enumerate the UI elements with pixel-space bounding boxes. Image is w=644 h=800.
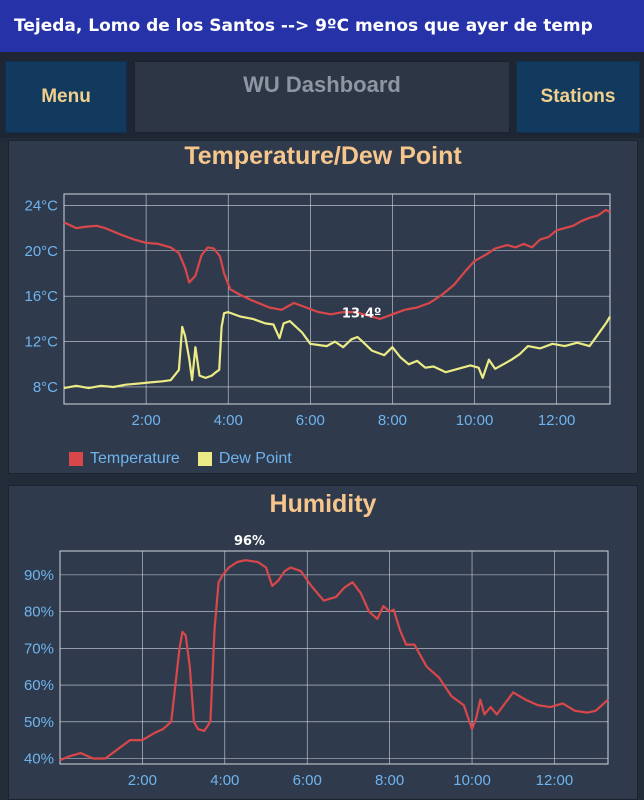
menu-button[interactable]: Menu	[5, 61, 127, 133]
plot-area-border	[63, 193, 611, 405]
temperature-chart-title: Temperature/Dew Point	[184, 142, 462, 170]
series-line-dew-point[interactable]	[63, 311, 611, 390]
humidity-panel: Humidity 2:00 4:00 6:00 8:00 10:00 12:00 40% 50…	[8, 485, 638, 800]
x-tick-label: 6:00	[296, 412, 325, 429]
y-tick-label: 80%	[24, 604, 54, 621]
x-tick-label: 4:00	[210, 772, 239, 789]
notification-banner: Tejeda, Lomo de los Santos --> 9ºC menos…	[0, 0, 644, 88]
x-tick-label: 12:00	[538, 412, 576, 429]
x-tick-label: 12:00	[536, 772, 574, 789]
y-tick-label: 70%	[24, 640, 54, 657]
x-tick-label: 10:00	[453, 772, 491, 789]
temperature-chart-legend: Temperature Dew Point	[69, 450, 310, 468]
peak-annotation: 13.4º	[342, 307, 381, 322]
temperature-dew-point-chart: 2:00 4:00 6:00 8:00 10:00 12:00 8°C 12°C 16°C 20°…	[24, 193, 611, 429]
series-line-temperature[interactable]	[63, 208, 611, 320]
dew-point-swatch	[197, 452, 212, 466]
y-tick-label: 8°C	[33, 379, 58, 396]
y-tick-label: 24°C	[24, 197, 58, 214]
y-tick-label: 90%	[24, 567, 54, 584]
y-tick-label: 12°C	[24, 334, 58, 351]
temperature-swatch	[69, 452, 83, 466]
nav-bar: Menu WU Dashboard Stations	[0, 52, 644, 138]
y-tick-label: 16°C	[24, 288, 58, 305]
x-tick-label: 8:00	[375, 772, 404, 789]
x-tick-label: 6:00	[293, 772, 322, 789]
series-line-humidity[interactable]	[59, 559, 609, 762]
x-tick-label: 4:00	[214, 412, 243, 429]
temperature-dew-point-panel: Temperature/Dew Point 2:00 4:00 6:00 8:00 10…	[8, 140, 638, 474]
stations-button-label: Stations	[540, 86, 616, 107]
x-tick-label: 2:00	[132, 412, 161, 429]
y-tick-label: 50%	[24, 714, 54, 731]
dashboard-title-text: WU Dashboard	[243, 72, 401, 97]
x-tick-label: 10:00	[456, 412, 494, 429]
legend-item-dew-point[interactable]: Dew Point	[197, 450, 292, 468]
y-tick-label: 40%	[24, 750, 54, 767]
menu-button-label: Menu	[41, 86, 91, 107]
stations-button[interactable]: Stations	[516, 61, 640, 133]
humidity-chart: 2:00 4:00 6:00 8:00 10:00 12:00 40% 50% 60% 70% 80…	[24, 534, 609, 789]
legend-label-dew-point: Dew Point	[218, 450, 292, 467]
legend-item-temperature[interactable]: Temperature	[69, 450, 180, 468]
legend-label-temperature: Temperature	[90, 450, 180, 467]
y-tick-label: 60%	[24, 677, 54, 694]
humidity-chart-title: Humidity	[269, 490, 377, 518]
x-tick-label: 2:00	[128, 772, 157, 789]
peak-annotation: 96%	[234, 534, 265, 549]
x-tick-label: 8:00	[378, 412, 407, 429]
dashboard-title: WU Dashboard	[134, 61, 510, 133]
y-tick-label: 20°C	[24, 243, 58, 260]
plot-area-border	[59, 550, 609, 765]
